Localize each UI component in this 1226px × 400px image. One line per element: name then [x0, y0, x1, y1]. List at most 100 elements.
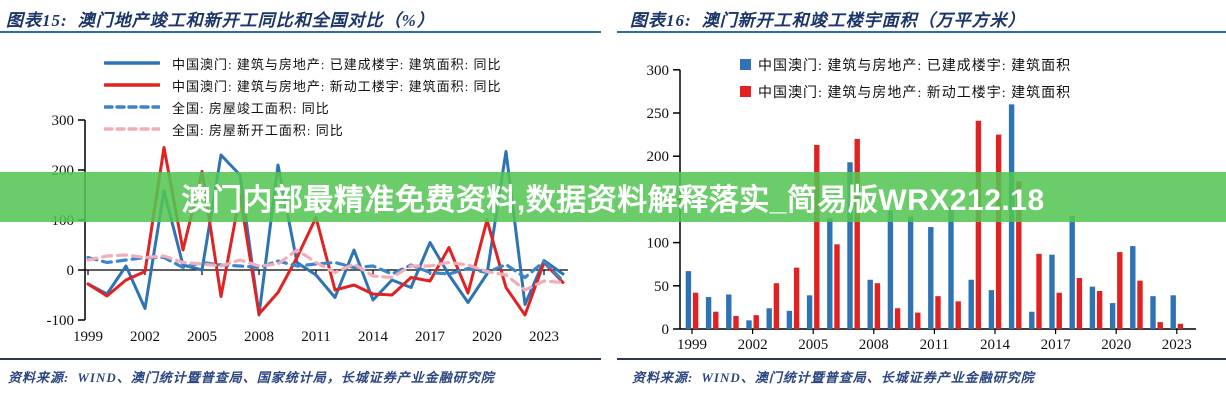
bar-2009-0 — [887, 210, 894, 329]
left-chart-title-text: 澳门地产竣工和新开工同比和全国对比（%） — [77, 11, 435, 30]
legend-item: 中国澳门: 建筑与房地产: 已建成楼宇: 建筑面积 — [740, 51, 1071, 78]
bar-2011-1 — [935, 296, 941, 329]
bar-2021-0 — [1130, 246, 1136, 329]
legend-item: 全国: 房屋新开工面积: 同比 — [104, 118, 501, 140]
right-source-text: WIND、澳门统计暨普查局、长城证券产业金融研究院 — [701, 370, 1035, 385]
svg-text:0: 0 — [67, 263, 75, 279]
bar-2022-1 — [1157, 322, 1163, 329]
legend-label: 中国澳门: 建筑与房地产: 已建成楼宇: 建筑面积 — [758, 58, 1072, 74]
bar-2020-0 — [1109, 303, 1116, 329]
left-chart-legend: 中国澳门: 建筑与房地产: 已建成楼宇: 建筑面积: 同比 中国澳门: 建筑与房地… — [104, 52, 501, 140]
bar-2013-1 — [975, 120, 982, 329]
watermark-banner: 澳门内部最精准免费资料,数据资料解释落实_简易版WRX212.18 — [0, 172, 1226, 222]
right-chart-legend: 中国澳门: 建筑与房地产: 已建成楼宇: 建筑面积 中国澳门: 建筑与房地产: 新… — [740, 51, 1071, 105]
bar-2018-1 — [1076, 278, 1083, 329]
legend-swatch — [740, 86, 751, 97]
left-title-rule — [0, 31, 601, 33]
legend-line-sample — [104, 83, 160, 87]
bar-1999-1 — [692, 292, 699, 329]
right-source-label: 资料来源: — [632, 370, 694, 385]
right-footer-rule — [617, 358, 1226, 360]
bar-2009-1 — [894, 308, 901, 329]
line-chart: -100010020030019992002200520082011201420… — [47, 113, 568, 345]
legend-line-sample — [104, 105, 160, 109]
legend-item: 中国澳门: 建筑与房地产: 新动工楼宇: 建筑面积 — [740, 78, 1071, 105]
svg-text:200: 200 — [647, 149, 670, 165]
svg-text:100: 100 — [647, 236, 670, 252]
left-footer-rule — [0, 358, 601, 360]
bar-2013-0 — [968, 279, 974, 329]
bar-2017-1 — [1056, 292, 1062, 329]
bar-2006-1 — [834, 244, 840, 329]
svg-text:2014: 2014 — [358, 329, 389, 345]
bar-2002-1 — [753, 315, 759, 329]
svg-text:2002: 2002 — [130, 329, 160, 345]
legend-label: 全国: 房屋竣工面积: 同比 — [172, 100, 330, 116]
left-source-text: WIND、澳门统计暨普查局、国家统计局，长城证券产业金融研究院 — [77, 370, 495, 385]
svg-text:2020: 2020 — [1101, 337, 1131, 353]
right-chart-title: 图表16: 澳门新开工和竣工楼宇面积（万平方米） — [630, 6, 1026, 31]
svg-text:2005: 2005 — [187, 329, 217, 345]
bar-2005-0 — [806, 295, 813, 329]
bar-2002-0 — [746, 320, 752, 329]
right-title-rule — [617, 31, 1226, 33]
legend-label: 中国澳门: 建筑与房地产: 新动工楼宇: 建筑面积: 同比 — [172, 78, 502, 94]
bar-2007-1 — [854, 138, 860, 329]
bar-2012-1 — [955, 301, 961, 329]
bar-2023-0 — [1170, 295, 1176, 329]
bar-2016-1 — [1036, 253, 1042, 329]
bar-2007-0 — [847, 162, 853, 329]
bar-2020-1 — [1117, 252, 1123, 329]
svg-text:2011: 2011 — [301, 329, 330, 345]
svg-text:300: 300 — [647, 63, 670, 79]
svg-text:0: 0 — [662, 322, 670, 338]
svg-text:2014: 2014 — [980, 337, 1011, 353]
bar-2003-0 — [766, 308, 772, 329]
left-source: 资料来源: WIND、澳门统计暨普查局、国家统计局，长城证券产业金融研究院 — [8, 367, 495, 386]
bar-2021-1 — [1137, 280, 1143, 329]
right-source: 资料来源: WIND、澳门统计暨普查局、长城证券产业金融研究院 — [632, 367, 1035, 386]
right-chart-title-label: 图表16: — [630, 11, 692, 30]
bar-2000-1 — [713, 311, 719, 329]
svg-text:1999: 1999 — [677, 337, 707, 353]
bar-2010-1 — [915, 312, 921, 329]
bar-2014-0 — [988, 290, 995, 329]
left-chart-title: 图表15: 澳门地产竣工和新开工同比和全国对比（%） — [6, 6, 435, 31]
svg-text:2005: 2005 — [798, 337, 828, 353]
svg-text:2008: 2008 — [244, 329, 274, 345]
svg-text:2011: 2011 — [920, 337, 949, 353]
bar-2005-1 — [814, 144, 820, 329]
bar-2008-0 — [867, 279, 873, 329]
legend-label: 中国澳门: 建筑与房地产: 新动工楼宇: 建筑面积 — [758, 85, 1072, 101]
legend-label: 中国澳门: 建筑与房地产: 已建成楼宇: 建筑面积: 同比 — [172, 56, 502, 72]
bar-2001-0 — [726, 294, 732, 329]
bar-2011-0 — [928, 227, 934, 329]
bar-2022-0 — [1150, 296, 1156, 329]
bar-2006-0 — [827, 218, 833, 329]
bar-2010-0 — [907, 216, 914, 329]
legend-item: 全国: 房屋竣工面积: 同比 — [104, 96, 501, 118]
svg-text:2020: 2020 — [472, 329, 502, 345]
left-source-label: 资料来源: — [8, 370, 70, 385]
svg-text:2017: 2017 — [1041, 337, 1072, 353]
svg-text:2023: 2023 — [529, 329, 559, 345]
bar-2014-1 — [995, 134, 1002, 329]
svg-text:2023: 2023 — [1162, 337, 1192, 353]
legend-item: 中国澳门: 建筑与房地产: 已建成楼宇: 建筑面积: 同比 — [104, 52, 501, 74]
bar-2000-0 — [705, 297, 712, 329]
bar-2016-0 — [1029, 311, 1035, 329]
right-chart-title-text: 澳门新开工和竣工楼宇面积（万平方米） — [701, 11, 1026, 30]
svg-text:50: 50 — [654, 279, 669, 295]
svg-text:2008: 2008 — [859, 337, 889, 353]
bar-2004-1 — [793, 267, 800, 329]
legend-label: 全国: 房屋新开工面积: 同比 — [172, 122, 344, 138]
bar-2017-0 — [1049, 254, 1055, 329]
legend-line-sample — [104, 127, 160, 131]
bar-2023-1 — [1177, 323, 1184, 329]
svg-text:1999: 1999 — [73, 329, 103, 345]
bar-2019-0 — [1089, 286, 1096, 329]
left-chart-title-label: 图表15: — [6, 11, 68, 30]
bar-2018-0 — [1069, 215, 1075, 329]
bar-2015-1 — [1016, 181, 1022, 329]
